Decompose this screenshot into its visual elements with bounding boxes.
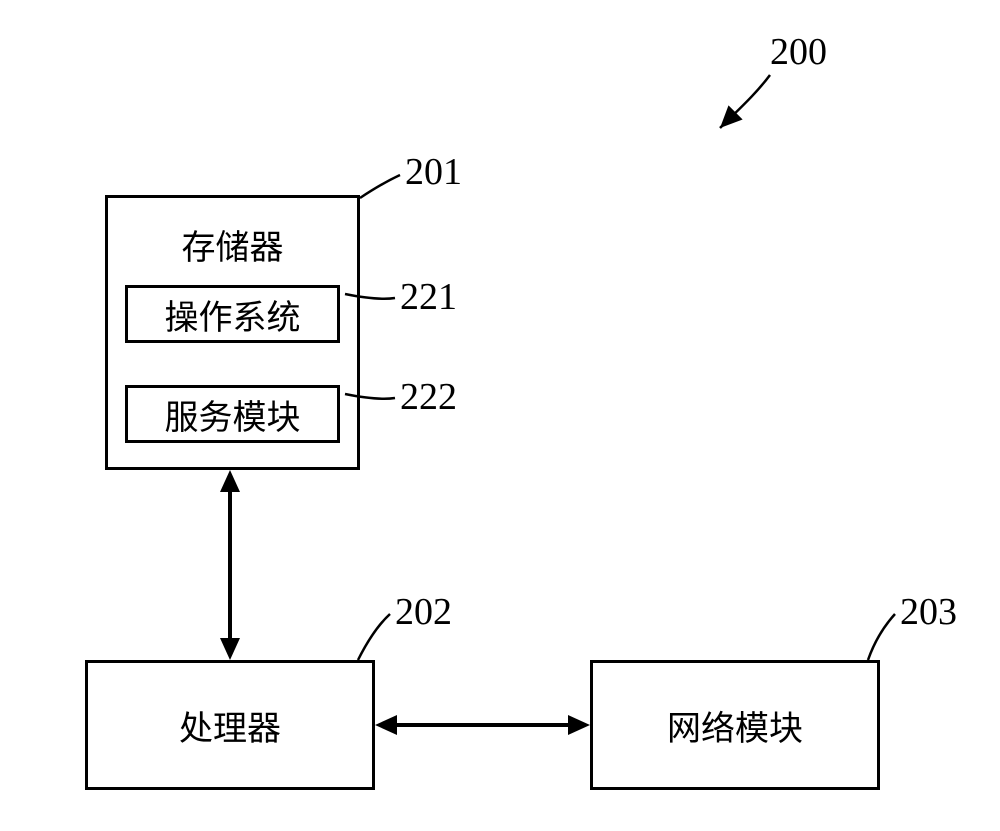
ref-label-203: 203 (900, 590, 957, 634)
node-network-label: 网络模块 (667, 701, 803, 750)
node-os: 操作系统 (125, 285, 340, 343)
node-service-label: 服务模块 (165, 390, 301, 439)
ref-label-201: 201 (405, 150, 462, 194)
diagram-canvas: 存储器 操作系统 服务模块 处理器 网络模块 200 201 221 222 2… (0, 0, 1000, 831)
ref-label-202: 202 (395, 590, 452, 634)
node-os-label: 操作系统 (165, 290, 301, 339)
node-service: 服务模块 (125, 385, 340, 443)
node-memory-label: 存储器 (182, 220, 284, 269)
node-processor: 处理器 (85, 660, 375, 790)
ref-label-222: 222 (400, 375, 457, 419)
ref-label-221: 221 (400, 275, 457, 319)
ref-label-200: 200 (770, 30, 827, 74)
node-network: 网络模块 (590, 660, 880, 790)
node-processor-label: 处理器 (179, 701, 281, 750)
